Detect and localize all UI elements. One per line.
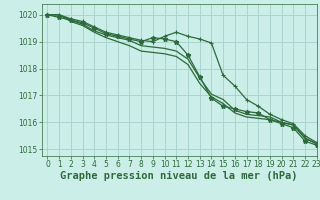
- X-axis label: Graphe pression niveau de la mer (hPa): Graphe pression niveau de la mer (hPa): [60, 171, 298, 181]
